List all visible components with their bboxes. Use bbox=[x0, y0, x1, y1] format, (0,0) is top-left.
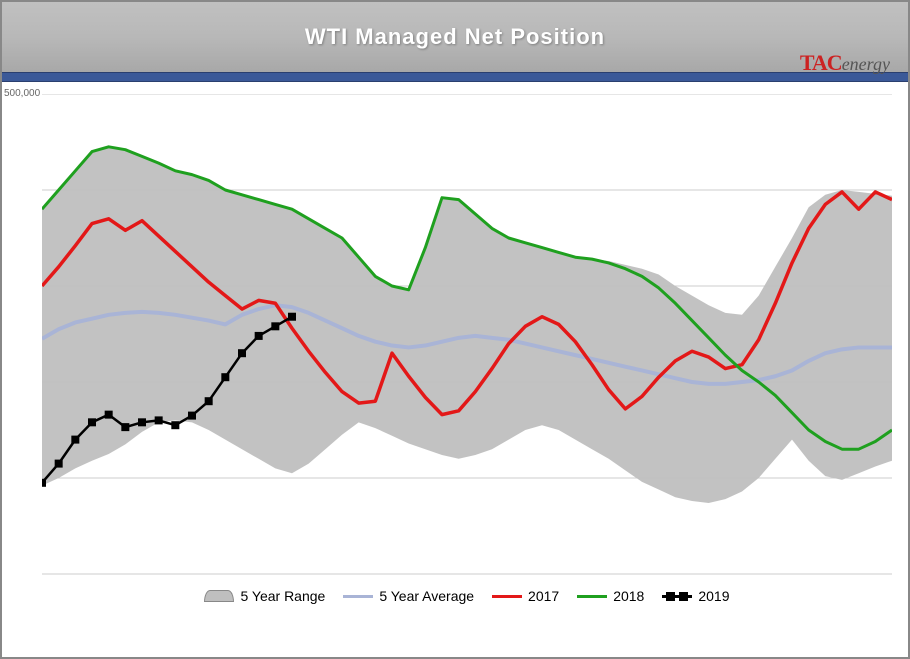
legend-label: 5 Year Average bbox=[379, 588, 474, 604]
y-axis-label-top: 500,000 bbox=[4, 88, 40, 99]
legend-label: 5 Year Range bbox=[240, 588, 325, 604]
range-swatch-icon bbox=[204, 590, 234, 602]
chart-title: WTI Managed Net Position bbox=[305, 24, 605, 50]
header-bar: WTI Managed Net Position bbox=[2, 2, 908, 72]
legend-item-range: 5 Year Range bbox=[204, 588, 325, 604]
brand-logo: TACenergy bbox=[800, 50, 890, 76]
marker-swatch-icon bbox=[662, 595, 692, 598]
plot-area: 5 Year Range 5 Year Average 2017 2018 20… bbox=[42, 94, 892, 604]
legend-item-2017: 2017 bbox=[492, 588, 559, 604]
logo-energy: energy bbox=[842, 54, 890, 74]
line-swatch-icon bbox=[492, 595, 522, 598]
legend-item-avg: 5 Year Average bbox=[343, 588, 474, 604]
logo-tac: TAC bbox=[800, 50, 842, 75]
legend-item-2018: 2018 bbox=[577, 588, 644, 604]
accent-bar bbox=[2, 72, 908, 82]
legend: 5 Year Range 5 Year Average 2017 2018 20… bbox=[42, 588, 892, 604]
line-swatch-icon bbox=[577, 595, 607, 598]
line-swatch-icon bbox=[343, 595, 373, 598]
legend-label: 2017 bbox=[528, 588, 559, 604]
chart-svg bbox=[42, 94, 892, 604]
legend-item-2019: 2019 bbox=[662, 588, 729, 604]
legend-label: 2019 bbox=[698, 588, 729, 604]
legend-label: 2018 bbox=[613, 588, 644, 604]
chart-frame: WTI Managed Net Position TACenergy 500,0… bbox=[0, 0, 910, 659]
